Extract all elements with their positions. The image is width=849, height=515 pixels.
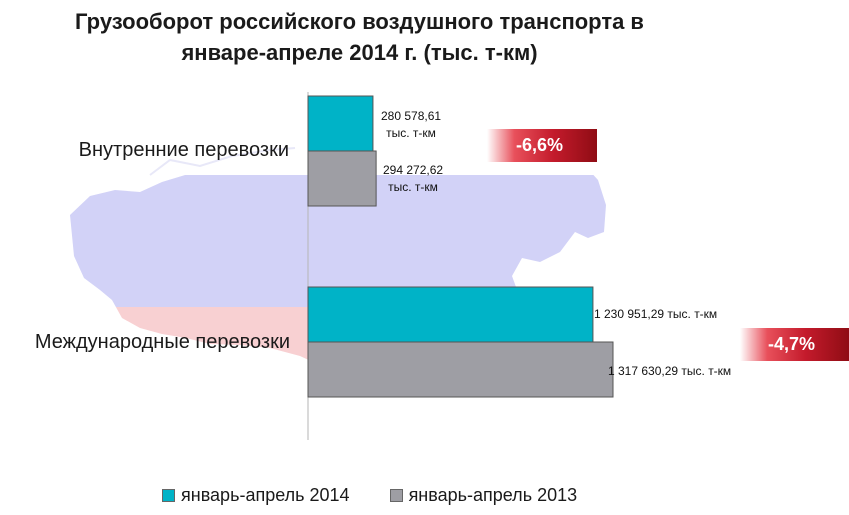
category-label-international: Международные перевозки [34,331,290,353]
bar-international-2013 [307,341,614,398]
data-label-domestic-2014: 280 578,61 тыс. т-км [381,108,441,142]
data-label-international-2014: 1 230 951,29 тыс. т-км [594,307,718,321]
data-label-domestic-2014-value: 280 578,61 [381,109,442,123]
map-coast-detail [149,147,296,176]
chart-title: Грузооборот российского воздушного транс… [0,6,849,68]
change-badge-domestic: -6,6% [487,129,597,162]
data-label-domestic-2013-value: 294 272,62 [383,163,444,177]
chart-title-line1: Грузооборот российского воздушного транс… [75,9,644,34]
change-badge-international: -4,7% [740,328,849,361]
legend-label-2013: январь-апрель 2013 [408,485,578,505]
legend: январь-апрель 2014 январь-апрель 2013 [162,485,577,506]
data-label-domestic-2013-unit: тыс. т-км [388,180,438,194]
category-label-domestic: Внутренние перевозки [78,139,289,161]
data-label-domestic-2014-unit: тыс. т-км [386,126,436,140]
data-label-international-2013: 1 317 630,29 тыс. т-км [608,364,732,378]
bar-international-2014 [307,286,594,343]
legend-label-2014: январь-апрель 2014 [181,485,350,505]
bar-domestic-2013 [307,150,377,207]
legend-item-2014: январь-апрель 2014 [162,485,350,506]
data-label-domestic-2013: 294 272,62 тыс. т-км [383,162,443,196]
bars-group [307,95,614,398]
legend-item-2013: январь-апрель 2013 [389,485,578,506]
legend-swatch-2014 [162,489,175,502]
bar-domestic-2014 [307,95,374,152]
chart-title-line2: январе-апреле 2014 г. (тыс. т-км) [181,40,538,65]
legend-swatch-2013 [389,489,403,502]
